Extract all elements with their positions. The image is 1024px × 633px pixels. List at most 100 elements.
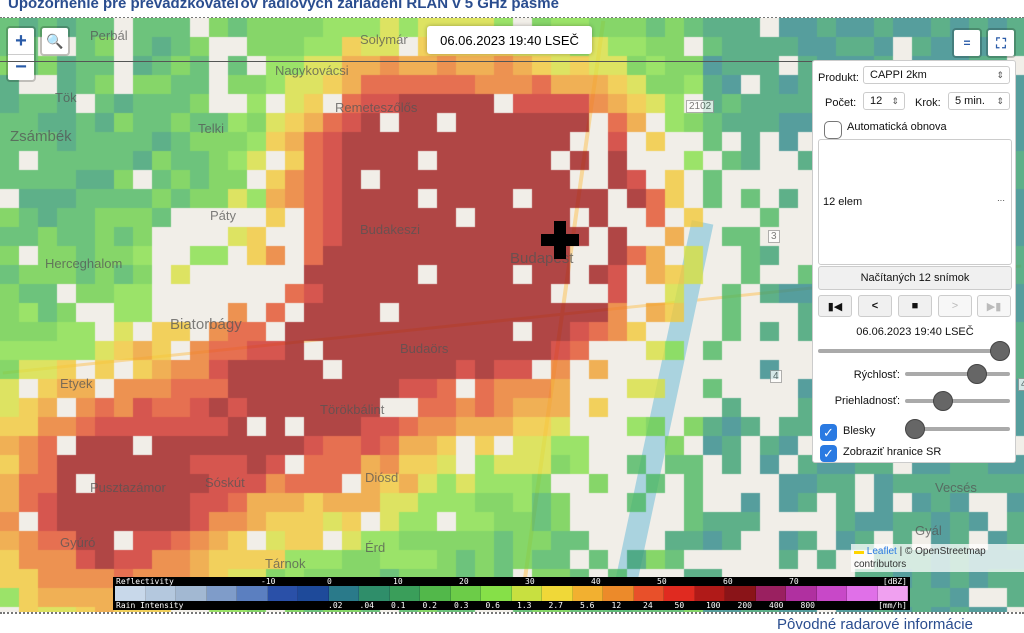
lightning-label: Blesky	[843, 425, 876, 437]
legend-color-cell	[206, 586, 237, 601]
place-label: Remeteszőlős	[335, 100, 418, 115]
page-title: Upozornenie pre prevádzkovateľov rádiový…	[8, 0, 559, 12]
place-label: Diósd	[365, 470, 399, 485]
leaflet-link[interactable]: Leaflet	[866, 546, 897, 557]
rain-tick: .04	[359, 601, 374, 610]
legend-color-scale	[115, 586, 908, 601]
legend-color-cell	[481, 586, 512, 601]
rain-tick: 0.1	[391, 601, 406, 610]
first-frame-button[interactable]: ▮◀	[818, 295, 852, 317]
legend-color-cell	[298, 586, 329, 601]
reflectivity-label: Reflectivity	[116, 577, 174, 586]
list-item[interactable]: 12 elem	[823, 196, 863, 208]
legend-color-cell	[877, 586, 908, 601]
last-frame-button[interactable]: ▶▮	[977, 295, 1011, 317]
legend-color-cell	[359, 586, 390, 601]
legend-color-cell	[450, 586, 481, 601]
original-radar-link[interactable]: Pôvodné radarové informácie	[777, 616, 973, 633]
place-label: Biatorbágy	[170, 316, 242, 333]
current-time: 06.06.2023 19:40 LSEČ	[856, 326, 974, 338]
step-label: Krok:	[915, 97, 941, 109]
place-label: Solymár	[360, 32, 408, 47]
rain-tick: 24	[643, 601, 653, 610]
divider	[0, 612, 1024, 614]
search-icon[interactable]: 🔍	[46, 32, 64, 49]
legend-color-cell	[145, 586, 176, 601]
reflectivity-tick: 20	[459, 577, 469, 586]
step-select[interactable]: 5 min. ⇕	[948, 92, 1010, 110]
more-icon[interactable]: ···	[997, 196, 1005, 205]
legend-color-cell	[115, 586, 146, 601]
opacity-slider[interactable]	[905, 391, 1010, 411]
place-label: Érd	[365, 540, 386, 555]
rain-tick: 100	[706, 601, 721, 610]
legend-color-cell	[572, 586, 603, 601]
legend-color-cell	[694, 586, 725, 601]
stop-button[interactable]: ■	[898, 295, 932, 317]
legend-color-cell	[237, 586, 268, 601]
next-frame-button[interactable]: >	[938, 295, 972, 317]
rain-tick: 0.2	[422, 601, 437, 610]
legend-color-cell	[328, 586, 359, 601]
legend-color-cell	[725, 586, 756, 601]
place-label: Páty	[210, 208, 237, 223]
place-label: Sóskút	[205, 475, 245, 490]
place-label: Pusztazámor	[90, 480, 166, 495]
speed-slider[interactable]	[905, 364, 1010, 384]
map-attribution: ▬ Leaflet | © OpenStreetmap contributors	[851, 544, 1024, 572]
rain-tick: 0.3	[454, 601, 469, 610]
zoom-control: + −	[6, 26, 36, 82]
reflectivity-tick: -10	[261, 577, 276, 586]
timeline-slider[interactable]	[818, 341, 1010, 361]
legend-color-cell	[267, 586, 298, 601]
product-select[interactable]: CAPPI 2km ⇕	[863, 66, 1010, 84]
map-timestamp: 06.06.2023 19:40 LSEČ	[427, 26, 592, 54]
auto-refresh-label: Automatická obnova	[847, 121, 947, 133]
reflectivity-tick: 10	[393, 577, 403, 586]
loaded-frames-button[interactable]: Načítaných 12 snímok	[818, 266, 1012, 290]
fullscreen-icon[interactable]: ⛶	[996, 34, 1006, 51]
reflectivity-tick: 70	[789, 577, 799, 586]
frame-list[interactable]: 12 elem ···	[818, 139, 1012, 265]
legend-color-cell	[176, 586, 207, 601]
rain-tick: 50	[674, 601, 685, 610]
layers-icon[interactable]: =	[963, 36, 971, 50]
legend-color-cell	[633, 586, 664, 601]
slider[interactable]	[905, 419, 1010, 439]
legend-color-cell	[603, 586, 634, 601]
radar-control-panel: Produkt: CAPPI 2km ⇕ Počet: 12 ⇕ Krok: 5 m…	[812, 60, 1016, 463]
zoom-in-button[interactable]: +	[15, 29, 27, 52]
auto-refresh-checkbox[interactable]	[824, 121, 842, 139]
rain-tick: 5.6	[580, 601, 595, 610]
reflectivity-tick: 30	[525, 577, 535, 586]
place-label: Telki	[198, 121, 225, 136]
zoom-out-button[interactable]: −	[8, 54, 34, 80]
reflectivity-tick: 0	[327, 577, 332, 586]
divider	[0, 61, 812, 62]
place-label: Etyek	[60, 376, 93, 391]
legend-color-cell	[542, 586, 573, 601]
lightning-checkbox[interactable]: ✓	[820, 424, 837, 441]
place-label: Nagykovácsi	[275, 63, 349, 78]
opacity-label: Priehladnosť:	[834, 395, 900, 407]
road-number: 4	[770, 370, 782, 383]
rain-tick: 800	[800, 601, 815, 610]
reflectivity-tick: 40	[591, 577, 601, 586]
count-select[interactable]: 12 ⇕	[863, 92, 905, 110]
place-label: Gyál	[915, 523, 942, 538]
place-label: Perbál	[90, 28, 128, 43]
place-label: Vecsés	[935, 480, 977, 495]
road-number: 4	[1018, 378, 1024, 391]
place-label: Gyúró	[60, 535, 96, 550]
rain-tick: .02	[328, 601, 343, 610]
legend-color-cell	[664, 586, 695, 601]
prev-frame-button[interactable]: <	[858, 295, 892, 317]
product-label: Produkt:	[818, 72, 859, 84]
place-label: Budaörs	[400, 341, 449, 356]
borders-checkbox[interactable]: ✓	[820, 445, 837, 462]
reflectivity-tick: 50	[657, 577, 667, 586]
road-number: 2102	[686, 100, 715, 113]
cross-marker-icon	[541, 221, 579, 259]
reflectivity-unit: [dBZ]	[882, 577, 907, 586]
count-label: Počet:	[825, 97, 857, 109]
